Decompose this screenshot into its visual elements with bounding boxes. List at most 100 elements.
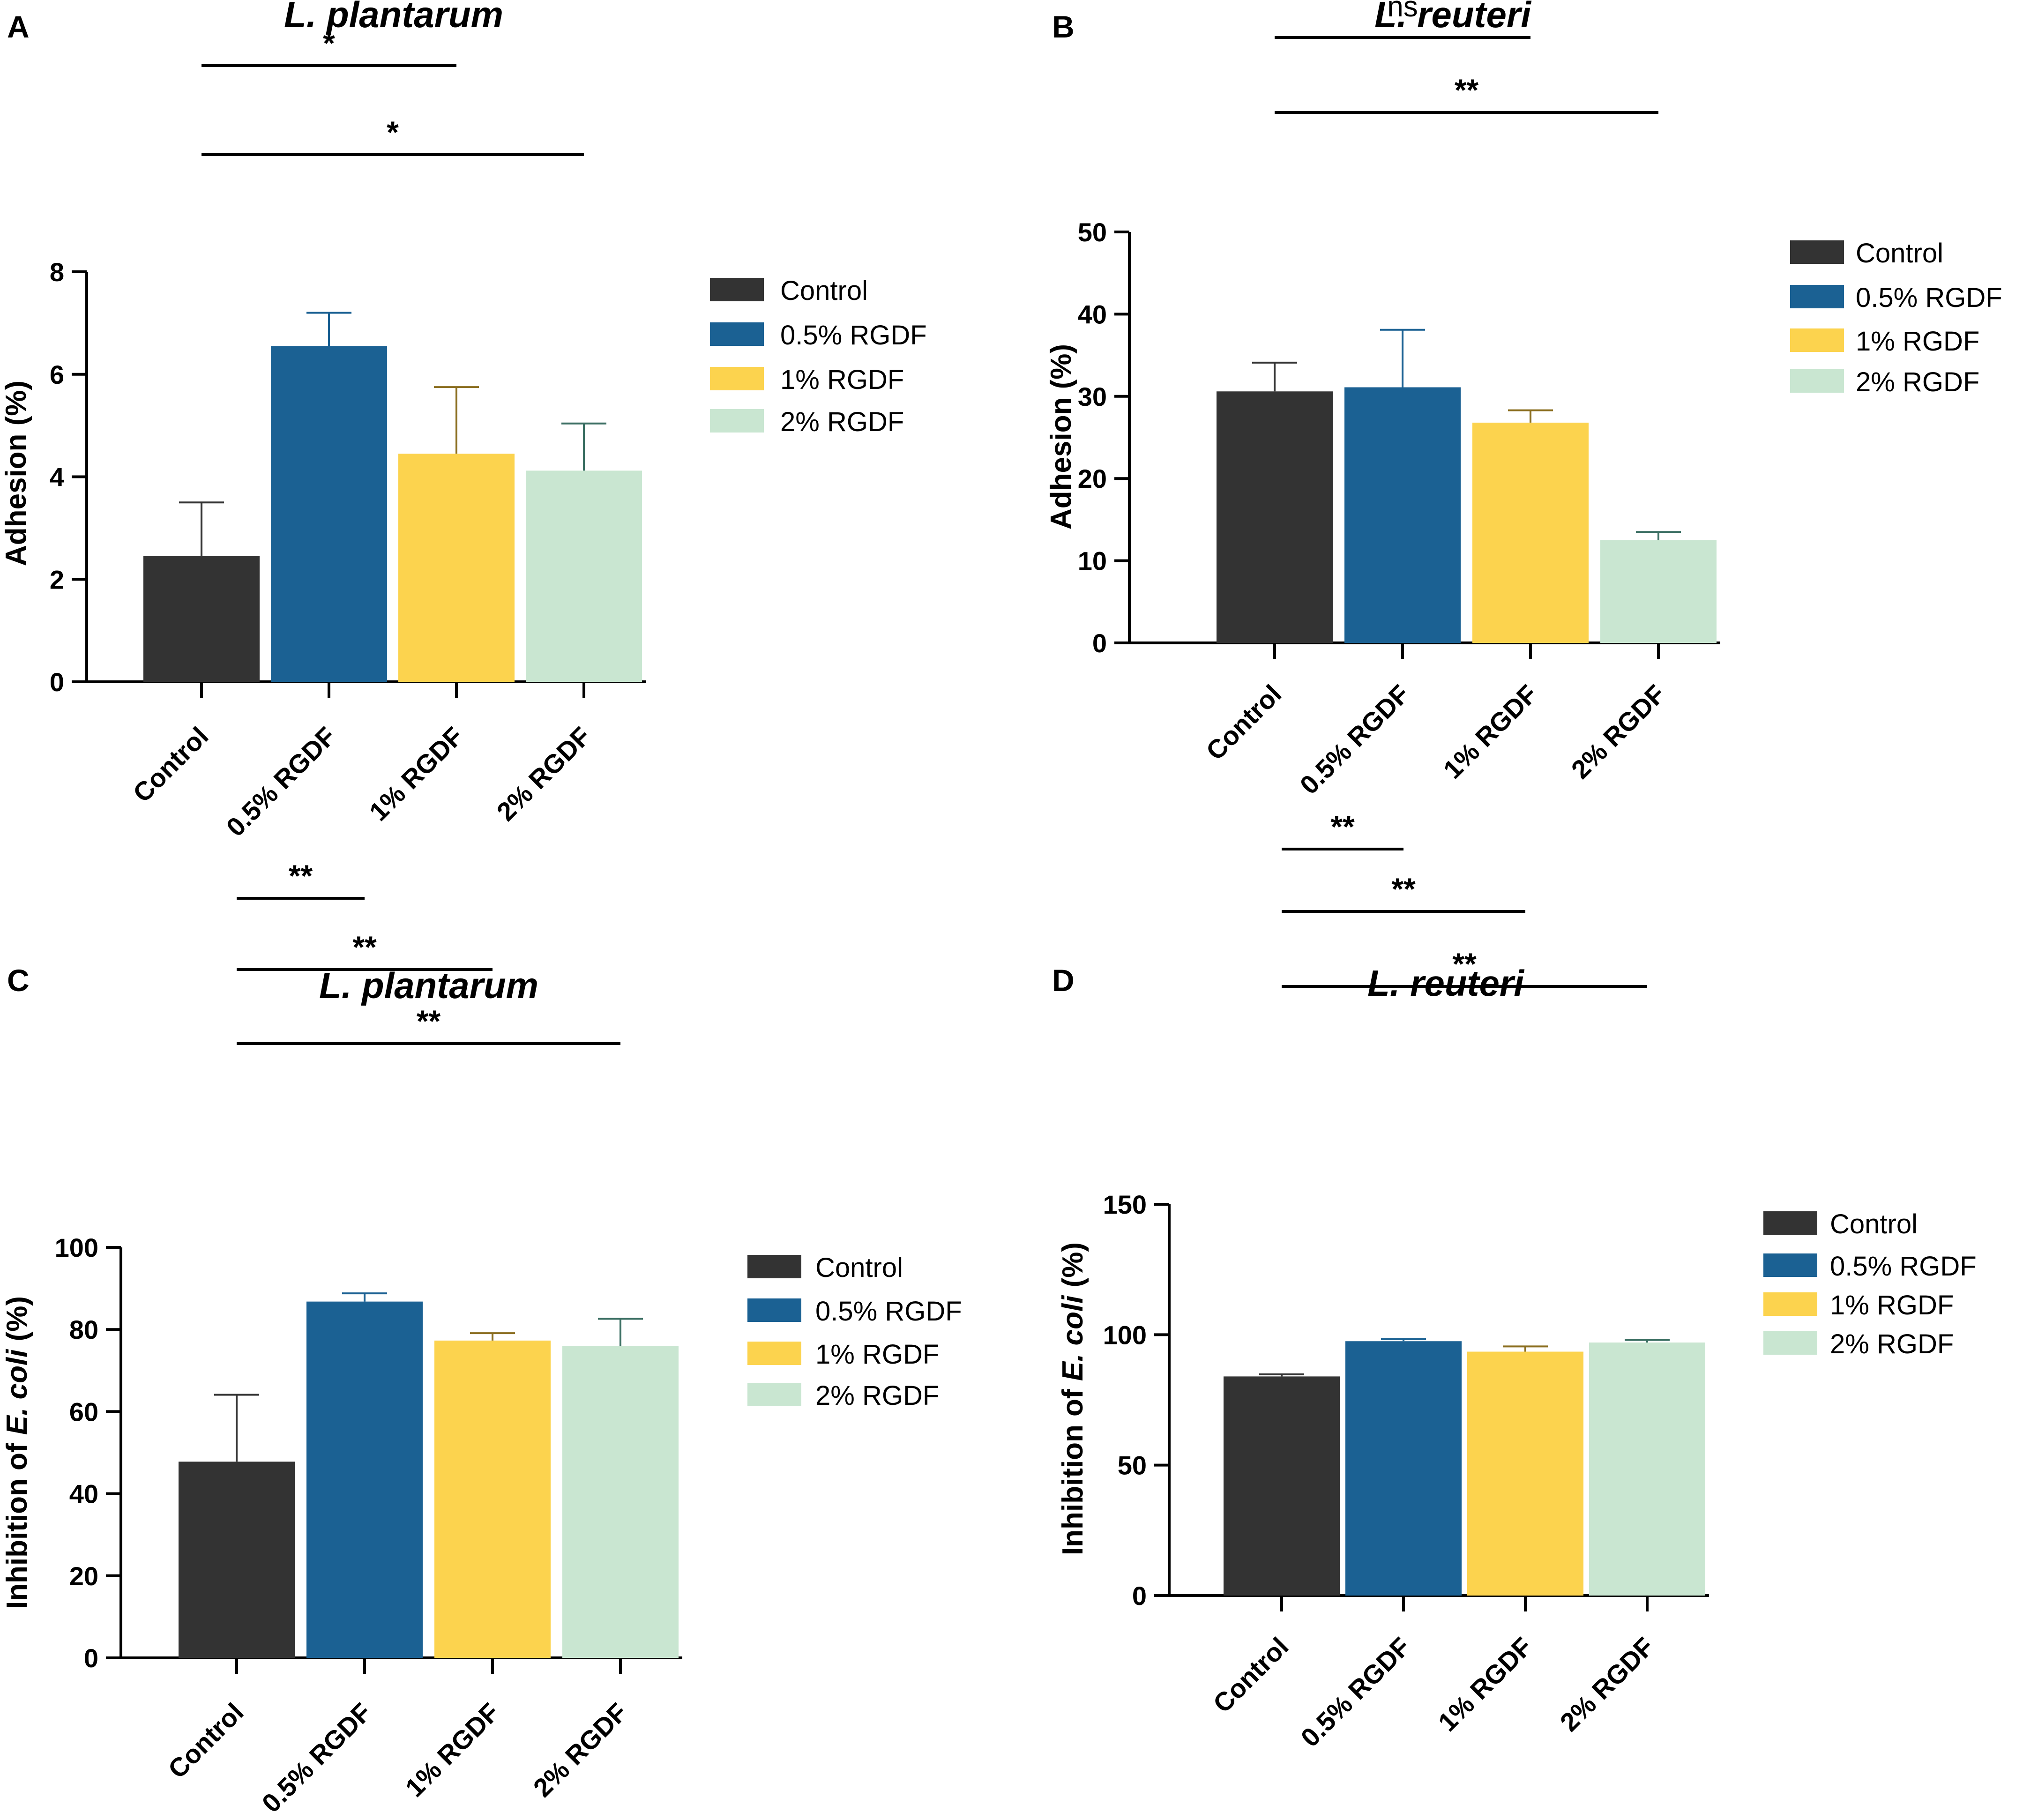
legend-label: Control [1856, 238, 1943, 269]
bar [526, 470, 642, 682]
y-tick-label: 30 [1078, 382, 1107, 411]
x-tick-label: 1% RGDF [400, 1697, 505, 1803]
x-tick-label: 1% RGDF [1438, 679, 1543, 784]
x-tick-label: Control [127, 721, 214, 808]
y-axis-label: Adhesion (%) [0, 380, 32, 566]
legend-swatch [1763, 1253, 1817, 1277]
significance-label: ** [1452, 947, 1477, 981]
y-tick-label: 0 [50, 667, 64, 697]
bar [434, 1340, 551, 1658]
bar [1600, 540, 1717, 643]
bar [562, 1346, 679, 1658]
legend-label: Control [1830, 1209, 1918, 1239]
legend-swatch [1763, 1211, 1817, 1235]
y-tick-label: 40 [69, 1479, 98, 1509]
y-tick-label: 150 [1103, 1190, 1147, 1219]
legend-label: 0.5% RGDF [1856, 283, 2002, 313]
y-tick-label: 80 [69, 1315, 98, 1344]
y-tick-label: 4 [50, 462, 64, 492]
x-tick-label: 0.5% RGDF [1294, 679, 1415, 800]
panel-b: B L. reuteri 0 10 20 30 40 50 Adhesion (%) Contro… [1045, 0, 2002, 800]
x-tick-label: 2% RGDF [1554, 1632, 1660, 1737]
y-axis-label: Inhibition of E. coli (%) [1057, 1242, 1089, 1555]
legend-label: 1% RGDF [815, 1339, 939, 1370]
y-tick-label: 20 [1078, 464, 1107, 493]
y-tick-label: 50 [1118, 1451, 1147, 1480]
x-tick-label: 0.5% RGDF [220, 721, 341, 842]
y-tick-label: 40 [1078, 299, 1107, 329]
y-tick-label: 100 [1103, 1320, 1147, 1350]
legend-swatch [747, 1342, 801, 1365]
y-tick-label: 2 [50, 565, 64, 594]
legend-label: 0.5% RGDF [1830, 1251, 1977, 1282]
y-tick-label: 0 [1092, 628, 1107, 658]
legend-label: 2% RGDF [1856, 367, 1979, 397]
significance-label: * [323, 26, 335, 60]
chart-title: L. plantarum [319, 965, 538, 1006]
y-tick-label: 10 [1078, 546, 1107, 576]
legend-swatch [747, 1255, 801, 1278]
y-tick-label: 0 [1132, 1581, 1147, 1611]
bar [1224, 1376, 1340, 1596]
significance-label: * [387, 115, 399, 149]
legend-label: Control [780, 276, 868, 306]
x-tick-label: 0.5% RGDF [256, 1697, 377, 1818]
bar [1589, 1343, 1705, 1596]
y-tick-label: 8 [50, 257, 64, 287]
legend-label: 1% RGDF [1856, 326, 1979, 357]
x-tick-label: 2% RGDF [528, 1697, 633, 1803]
panel-d: D L. reuteri 0 50 100 150 Inhibition of E. col… [1052, 809, 1977, 1753]
y-tick-label: 20 [69, 1561, 98, 1591]
significance-label: ** [352, 930, 377, 964]
legend-label: 0.5% RGDF [815, 1296, 962, 1327]
y-tick-label: 100 [55, 1233, 98, 1262]
significance-label: ** [1330, 809, 1355, 844]
legend-swatch [710, 322, 764, 346]
legend-label: 0.5% RGDF [780, 320, 927, 351]
y-tick-label: 50 [1078, 217, 1107, 247]
bar [398, 454, 515, 682]
significance-label: ** [417, 1004, 441, 1038]
bar [143, 556, 260, 682]
bar [1217, 391, 1333, 643]
y-tick-label: 0 [84, 1643, 98, 1673]
x-tick-label: 0.5% RGDF [1295, 1632, 1416, 1753]
x-tick-label: 1% RGDF [1433, 1632, 1538, 1737]
x-tick-label: Control [1207, 1632, 1294, 1718]
chart-title: L. reuteri [1367, 962, 1524, 1004]
x-tick-label: 1% RGDF [364, 721, 469, 827]
legend-swatch [747, 1383, 801, 1406]
significance-label: ns [1387, 0, 1418, 23]
chart-title: L. plantarum [284, 0, 503, 35]
significance-label: ** [289, 858, 313, 893]
bar [1472, 422, 1589, 643]
bar [1344, 387, 1461, 643]
legend-label: Control [815, 1253, 903, 1283]
panel-letter: C [7, 963, 30, 998]
legend-label: 2% RGDF [1830, 1329, 1954, 1359]
legend-label: 1% RGDF [780, 365, 904, 395]
legend-label: 2% RGDF [815, 1380, 939, 1411]
bar [271, 346, 387, 682]
bar [179, 1462, 295, 1658]
panel-c: C L. plantarum 0 20 40 60 80 100 Inhibition of E… [1, 858, 962, 1818]
legend-swatch [1790, 369, 1844, 393]
bar [1345, 1341, 1462, 1596]
legend-label: 1% RGDF [1830, 1290, 1954, 1320]
legend-swatch [1790, 240, 1844, 264]
y-axis-label: Inhibition of E. coli (%) [1, 1296, 33, 1609]
panel-letter: A [7, 9, 30, 44]
legend-swatch [710, 367, 764, 390]
significance-label: ** [1391, 872, 1416, 906]
y-tick-label: 60 [69, 1397, 98, 1426]
significance-label: ** [1455, 73, 1479, 107]
legend-label: 2% RGDF [780, 407, 904, 437]
x-tick-label: 2% RGDF [491, 721, 597, 827]
legend-swatch [1790, 328, 1844, 352]
legend-swatch [1790, 285, 1844, 308]
legend-swatch [1763, 1292, 1817, 1316]
bar [306, 1301, 423, 1658]
x-tick-label: Control [1200, 679, 1287, 766]
y-tick-label: 6 [50, 360, 64, 389]
